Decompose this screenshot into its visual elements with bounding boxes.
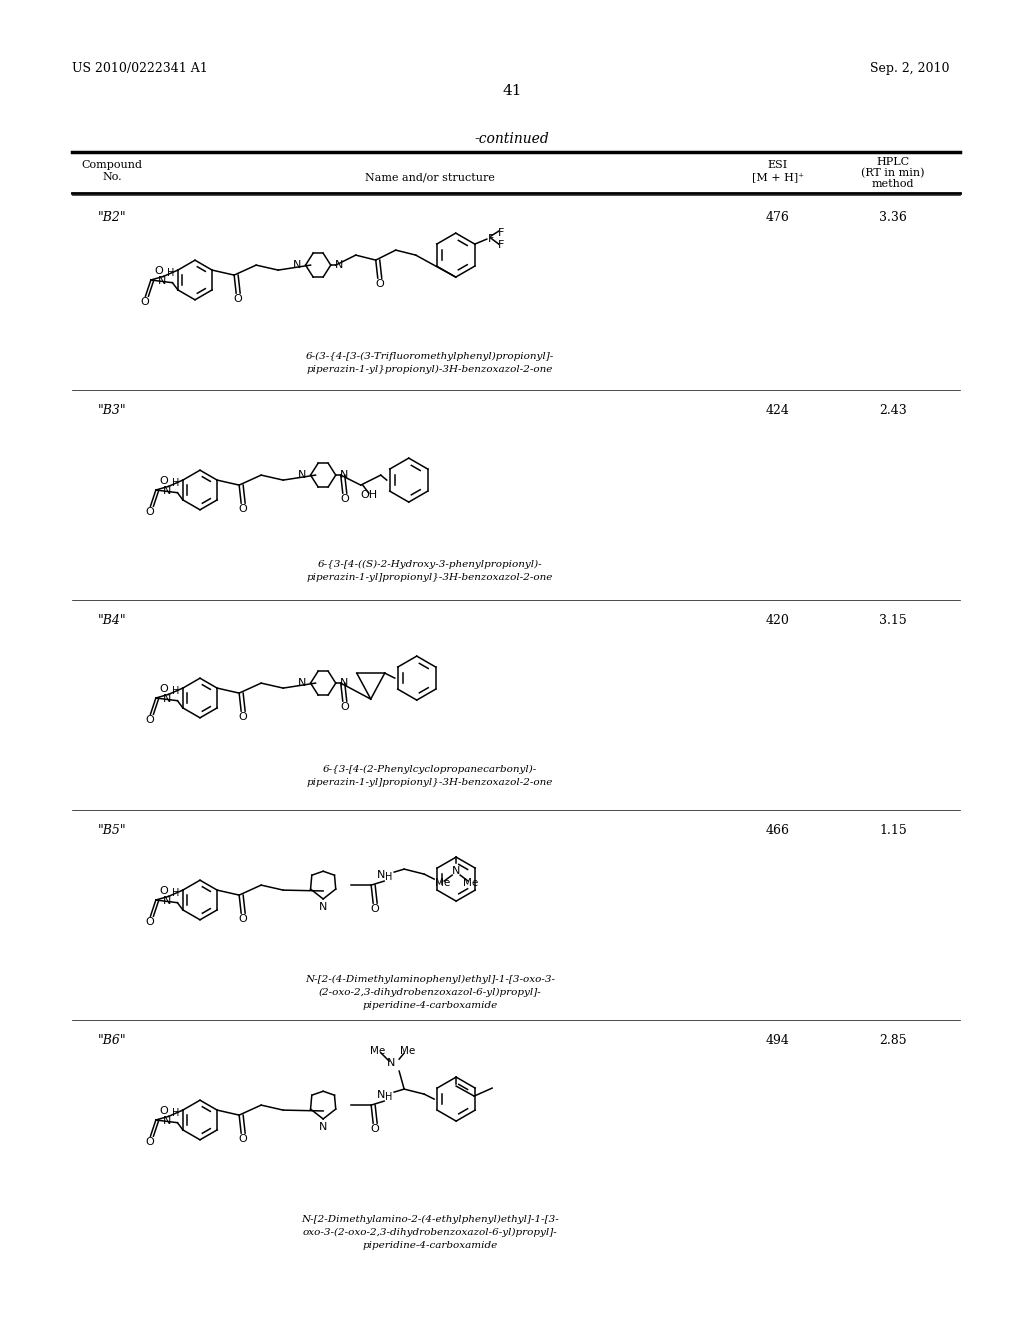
Text: F: F xyxy=(487,234,494,244)
Text: US 2010/0222341 A1: US 2010/0222341 A1 xyxy=(72,62,208,75)
Text: O: O xyxy=(145,507,154,517)
Text: 476: 476 xyxy=(766,211,790,224)
Text: O: O xyxy=(239,711,248,722)
Text: Me: Me xyxy=(399,1045,415,1056)
Text: 6-{3-[4-(2-Phenylcyclopropanecarbonyl)-: 6-{3-[4-(2-Phenylcyclopropanecarbonyl)- xyxy=(323,766,538,774)
Text: 1.15: 1.15 xyxy=(880,824,907,837)
Text: N: N xyxy=(377,1090,385,1100)
Text: 424: 424 xyxy=(766,404,790,417)
Text: O: O xyxy=(340,494,349,504)
Text: H: H xyxy=(167,268,174,277)
Text: oxo-3-(2-oxo-2,3-dihydrobenzoxazol-6-yl)propyl]-: oxo-3-(2-oxo-2,3-dihydrobenzoxazol-6-yl)… xyxy=(303,1228,557,1237)
Text: piperazin-1-yl]propionyl}-3H-benzoxazol-2-one: piperazin-1-yl]propionyl}-3H-benzoxazol-… xyxy=(307,573,553,582)
Text: O: O xyxy=(159,477,168,486)
Text: N: N xyxy=(335,260,343,271)
Text: "B6": "B6" xyxy=(97,1034,126,1047)
Text: 2.43: 2.43 xyxy=(880,404,907,417)
Text: H: H xyxy=(172,1107,179,1118)
Text: 3.15: 3.15 xyxy=(880,614,907,627)
Text: F: F xyxy=(498,240,504,249)
Text: O: O xyxy=(233,294,243,304)
Text: N: N xyxy=(298,678,307,688)
Text: O: O xyxy=(159,887,168,896)
Text: O: O xyxy=(154,267,163,276)
Text: O: O xyxy=(239,1134,248,1144)
Text: "B3": "B3" xyxy=(97,404,126,417)
Text: N-[2-(4-Dimethylaminophenyl)ethyl]-1-[3-oxo-3-: N-[2-(4-Dimethylaminophenyl)ethyl]-1-[3-… xyxy=(305,975,555,985)
Text: piperidine-4-carboxamide: piperidine-4-carboxamide xyxy=(362,1001,498,1010)
Text: O: O xyxy=(145,917,154,927)
Text: -continued: -continued xyxy=(475,132,549,147)
Text: N: N xyxy=(452,866,461,876)
Text: N: N xyxy=(340,678,348,688)
Text: N: N xyxy=(163,1115,172,1126)
Text: 41: 41 xyxy=(502,84,522,98)
Text: "B2": "B2" xyxy=(97,211,126,224)
Text: N: N xyxy=(377,870,385,880)
Text: O: O xyxy=(159,684,168,694)
Text: piperazin-1-yl}propionyl)-3H-benzoxazol-2-one: piperazin-1-yl}propionyl)-3H-benzoxazol-… xyxy=(307,366,553,374)
Text: N: N xyxy=(163,694,172,704)
Text: O: O xyxy=(145,1138,154,1147)
Text: piperidine-4-carboxamide: piperidine-4-carboxamide xyxy=(362,1241,498,1250)
Text: H: H xyxy=(385,1092,393,1102)
Text: N: N xyxy=(159,276,167,285)
Text: 3.36: 3.36 xyxy=(879,211,907,224)
Text: Sep. 2, 2010: Sep. 2, 2010 xyxy=(870,62,949,75)
Text: Compound: Compound xyxy=(82,160,142,170)
Text: O: O xyxy=(376,279,384,289)
Text: O: O xyxy=(140,297,148,308)
Text: H: H xyxy=(172,478,179,487)
Text: O: O xyxy=(159,1106,168,1117)
Text: N: N xyxy=(163,896,172,906)
Text: O: O xyxy=(145,715,154,725)
Text: 466: 466 xyxy=(766,824,790,837)
Text: 6-(3-{4-[3-(3-Trifluoromethylphenyl)propionyl]-: 6-(3-{4-[3-(3-Trifluoromethylphenyl)prop… xyxy=(306,352,554,362)
Text: method: method xyxy=(871,180,914,189)
Text: Me: Me xyxy=(463,878,478,888)
Text: OH: OH xyxy=(360,490,377,500)
Text: N: N xyxy=(318,1122,328,1133)
Text: "B5": "B5" xyxy=(97,824,126,837)
Text: (2-oxo-2,3-dihydrobenzoxazol-6-yl)propyl]-: (2-oxo-2,3-dihydrobenzoxazol-6-yl)propyl… xyxy=(318,987,542,997)
Text: 6-{3-[4-((S)-2-Hydroxy-3-phenylpropionyl)-: 6-{3-[4-((S)-2-Hydroxy-3-phenylpropionyl… xyxy=(317,560,543,569)
Text: N: N xyxy=(163,486,172,496)
Text: O: O xyxy=(340,702,349,711)
Text: N-[2-Dimethylamino-2-(4-ethylphenyl)ethyl]-1-[3-: N-[2-Dimethylamino-2-(4-ethylphenyl)ethy… xyxy=(301,1214,559,1224)
Text: piperazin-1-yl]propionyl}-3H-benzoxazol-2-one: piperazin-1-yl]propionyl}-3H-benzoxazol-… xyxy=(307,777,553,787)
Text: (RT in min): (RT in min) xyxy=(861,168,925,178)
Text: N: N xyxy=(298,470,307,480)
Text: No.: No. xyxy=(102,172,122,182)
Text: Me: Me xyxy=(434,878,450,888)
Text: [M + H]⁺: [M + H]⁺ xyxy=(752,172,804,182)
Text: N: N xyxy=(340,470,348,480)
Text: 420: 420 xyxy=(766,614,790,627)
Text: N: N xyxy=(387,1059,395,1068)
Text: HPLC: HPLC xyxy=(877,157,909,168)
Text: F: F xyxy=(498,228,504,238)
Text: Name and/or structure: Name and/or structure xyxy=(366,172,495,182)
Text: O: O xyxy=(371,904,380,913)
Text: O: O xyxy=(239,504,248,513)
Text: N: N xyxy=(318,902,328,912)
Text: H: H xyxy=(385,873,393,882)
Text: O: O xyxy=(239,913,248,924)
Text: 494: 494 xyxy=(766,1034,790,1047)
Text: "B4": "B4" xyxy=(97,614,126,627)
Text: N: N xyxy=(293,260,302,271)
Text: ESI: ESI xyxy=(768,160,788,170)
Text: H: H xyxy=(172,887,179,898)
Text: H: H xyxy=(172,685,179,696)
Text: O: O xyxy=(371,1125,380,1134)
Text: Me: Me xyxy=(370,1045,385,1056)
Text: 2.85: 2.85 xyxy=(880,1034,907,1047)
